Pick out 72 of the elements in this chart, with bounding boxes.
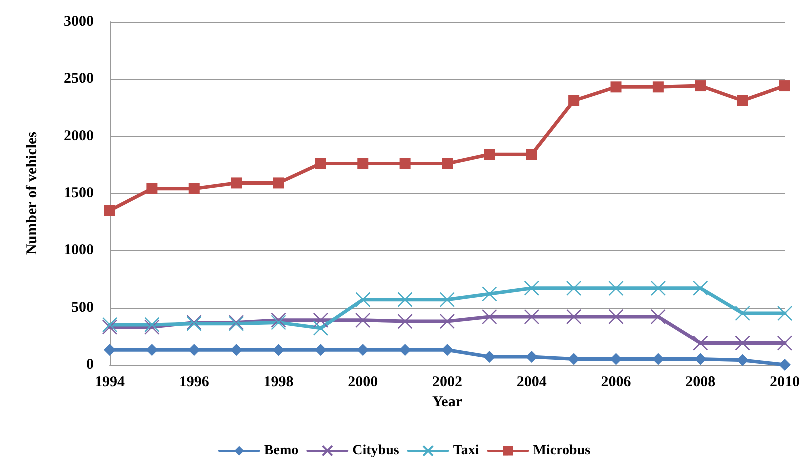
point [780, 80, 790, 92]
point [484, 350, 496, 363]
point [777, 306, 793, 322]
legend-label: Microbus [533, 444, 592, 458]
point [695, 80, 706, 92]
point [777, 336, 793, 351]
y-axis-title: Number of vehicles [24, 132, 40, 256]
y-tick-label: 1500 [64, 186, 94, 202]
point [442, 344, 454, 356]
point [313, 312, 329, 328]
point [737, 95, 748, 106]
point [272, 344, 285, 356]
y-tick-label: 2500 [64, 71, 94, 88]
legend-label: Taxi [453, 444, 480, 458]
x-axis-title: Year [432, 394, 463, 410]
legend-label: Citybus [352, 444, 400, 458]
x-tick-label: 2010 [770, 374, 800, 390]
point [104, 344, 116, 356]
point [735, 306, 750, 322]
y-tick-label: 1000 [64, 242, 94, 259]
point [442, 158, 453, 170]
point [356, 312, 371, 328]
point [398, 314, 413, 330]
point [356, 292, 371, 308]
point [398, 292, 413, 308]
point [440, 292, 456, 308]
x-tick-label: 2004 [516, 374, 548, 390]
x-tick-label: 1996 [179, 374, 210, 390]
point [400, 158, 411, 170]
point [357, 344, 370, 356]
x-tick-label: 2002 [432, 374, 462, 390]
point [524, 280, 540, 296]
point [146, 183, 158, 194]
point [273, 178, 284, 189]
point [482, 309, 498, 325]
point [526, 149, 538, 160]
x-tick-label: 2006 [601, 374, 632, 390]
point [568, 95, 580, 106]
point [779, 359, 791, 371]
point [440, 314, 456, 330]
point [188, 344, 200, 356]
point [358, 158, 369, 170]
y-tick-label: 0 [86, 357, 94, 373]
x-tick-label: 2000 [348, 374, 378, 390]
point [104, 205, 116, 216]
point [608, 309, 624, 325]
point [315, 158, 326, 170]
x-tick-label: 1994 [95, 374, 126, 390]
point [231, 178, 242, 189]
point [146, 344, 158, 356]
point [188, 183, 200, 194]
point [566, 309, 582, 325]
point [610, 82, 622, 93]
point [482, 286, 498, 302]
point [693, 280, 708, 296]
point [608, 280, 624, 296]
point [693, 336, 708, 351]
y-tick-label: 2000 [64, 128, 94, 144]
y-tick-label: 500 [72, 300, 94, 316]
x-tick-label: 2008 [686, 374, 716, 390]
point [652, 82, 664, 93]
point [650, 280, 666, 296]
point [313, 320, 329, 336]
point [524, 309, 540, 325]
y-tick-label: 3000 [64, 14, 94, 30]
point [566, 280, 582, 296]
point [399, 344, 412, 356]
point [484, 149, 496, 160]
point [735, 336, 750, 351]
x-tick-label: 1998 [264, 374, 294, 390]
legend-label: Bemo [264, 444, 299, 458]
point [650, 309, 666, 325]
